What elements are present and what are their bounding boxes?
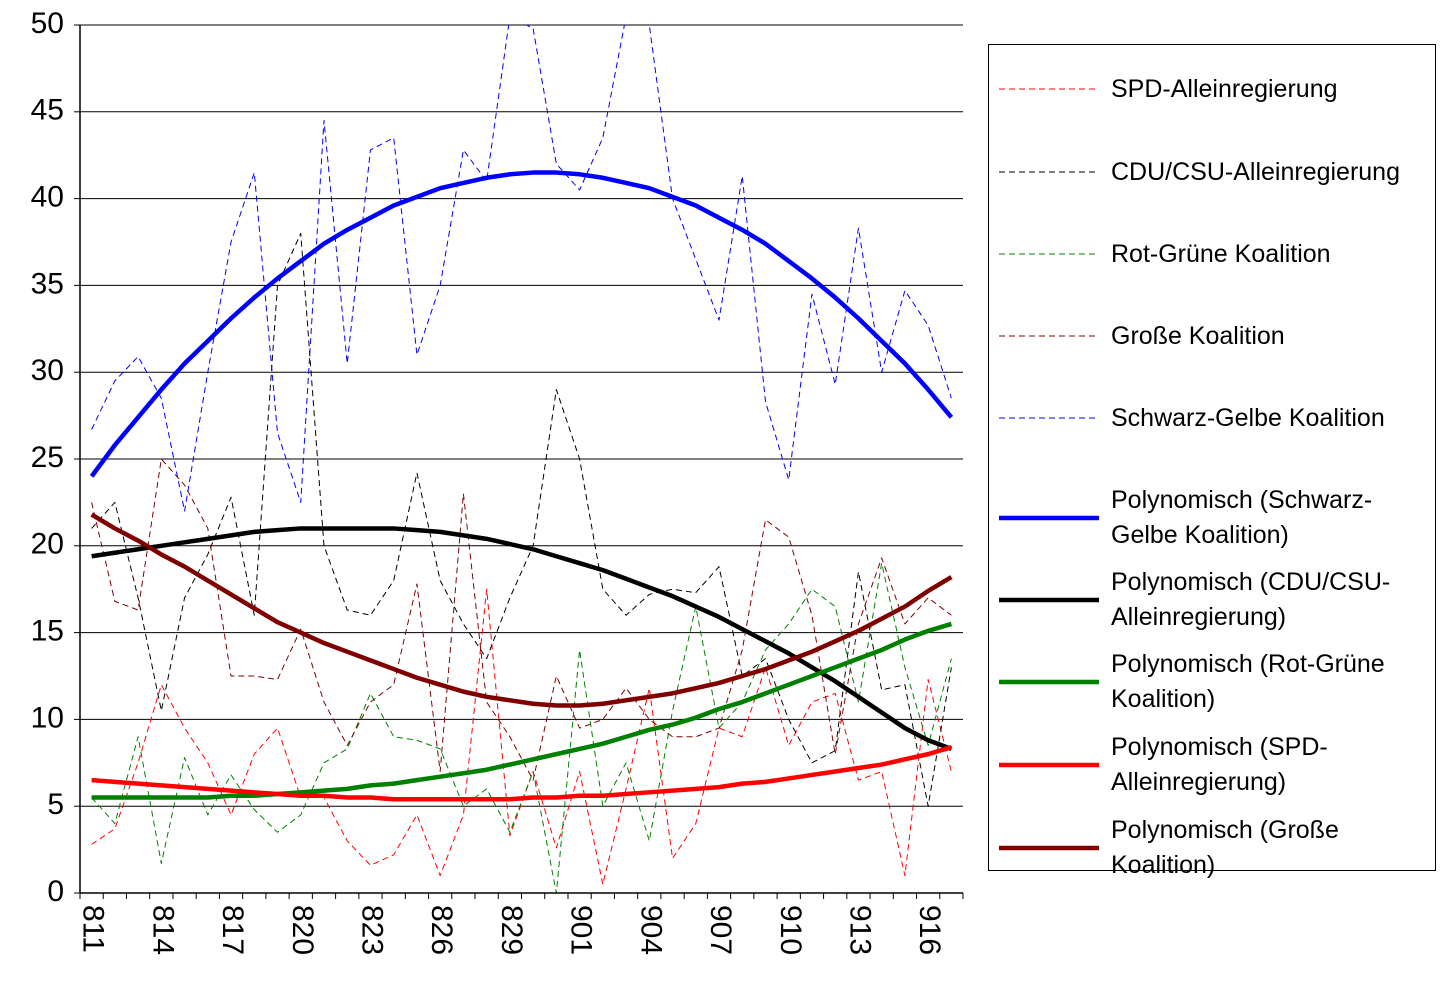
data-line-dashed (91, 588, 952, 885)
chart: 0 5 10 15 20 25 30 35 40 45 50 811 814 817 820 823 826 82… (31, 7, 964, 955)
legend-entry: Polynomisch (Rot-Grüne Koalition) (999, 647, 1429, 717)
legend-swatch (999, 88, 1099, 90)
legend-label: Polynomisch (Große Koalition) (1111, 816, 1339, 879)
legend-swatch (999, 417, 1099, 419)
legend-swatch (999, 679, 1099, 685)
y-tick-label: 35 (31, 267, 64, 300)
y-tick-label: 50 (31, 7, 64, 40)
legend-entry: Polynomisch (Schwarz-Gelbe Koalition) (999, 483, 1429, 553)
legend-entry: Schwarz-Gelbe Koalition (999, 383, 1429, 453)
legend-label: Rot-Grüne Koalition (1111, 239, 1331, 268)
legend-label: SPD-Alleinregierung (1111, 74, 1338, 103)
x-tick-label: 901 (565, 905, 598, 955)
y-tick-label: 15 (31, 615, 64, 648)
trend-line (91, 526, 953, 752)
x-tick-label: 811 (77, 905, 110, 953)
trend-line (90, 512, 953, 708)
x-tick-label: 904 (634, 905, 667, 955)
y-tick-label: 30 (31, 354, 64, 387)
data-line-dashed (91, 562, 952, 893)
legend-label: Polynomisch (Rot-Grüne Koalition) (1111, 650, 1385, 713)
legend-entry: SPD-Alleinregierung (999, 54, 1429, 124)
x-tick-label: 814 (146, 905, 179, 955)
legend-label: Große Koalition (1111, 321, 1285, 350)
y-tick-label: 0 (47, 875, 64, 908)
y-tick-label: 25 (31, 441, 64, 474)
x-tick-label: 907 (704, 905, 737, 955)
x-tick-label: 916 (913, 905, 946, 955)
x-tick-label: 826 (425, 905, 458, 955)
x-tick-label: 817 (216, 905, 249, 955)
data-line-dashed (91, 25, 952, 512)
legend: SPD-Alleinregierung CDU/CSU-Alleinregieru… (988, 44, 1436, 879)
legend-entry: Polynomisch (SPD-Alleinregierung) (999, 730, 1429, 800)
trend-line (91, 621, 953, 800)
legend-entry: Polynomisch (CDU/CSU-Alleinregierung) (999, 565, 1429, 635)
trend-line (89, 170, 954, 478)
data-line-dashed (91, 232, 952, 807)
x-tick-label: 910 (774, 905, 807, 955)
legend-entry: Rot-Grüne Koalition (999, 219, 1429, 289)
legend-swatch (999, 171, 1099, 173)
legend-label: Polynomisch (CDU/CSU-Alleinregierung) (1111, 568, 1391, 631)
x-tick-label: 913 (844, 905, 877, 955)
legend-swatch (999, 597, 1099, 603)
legend-label: Polynomisch (Schwarz-Gelbe Koalition) (1111, 486, 1373, 549)
x-tick-label: 829 (495, 905, 528, 955)
y-tick-label: 20 (31, 528, 64, 561)
x-tick-label: 820 (286, 905, 319, 955)
legend-entry: Große Koalition (999, 301, 1429, 371)
legend-label: Polynomisch (SPD-Alleinregierung) (1111, 733, 1328, 796)
legend-swatch (999, 335, 1099, 337)
y-tick-label: 40 (31, 181, 64, 214)
y-tick-label: 45 (31, 94, 64, 127)
legend-swatch (999, 253, 1099, 255)
data-line-dashed (91, 458, 952, 781)
legend-label: Schwarz-Gelbe Koalition (1111, 403, 1385, 432)
legend-entry: CDU/CSU-Alleinregierung (999, 137, 1429, 207)
legend-swatch (999, 515, 1099, 521)
legend-swatch (999, 762, 1099, 768)
legend-label: CDU/CSU-Alleinregierung (1111, 157, 1400, 186)
legend-entry: Polynomisch (Große Koalition) (999, 813, 1429, 883)
trend-line (91, 745, 953, 802)
legend-swatch (999, 845, 1099, 851)
x-tick-label: 823 (356, 905, 389, 955)
y-tick-label: 10 (31, 701, 64, 734)
y-tick-label: 5 (47, 788, 64, 821)
